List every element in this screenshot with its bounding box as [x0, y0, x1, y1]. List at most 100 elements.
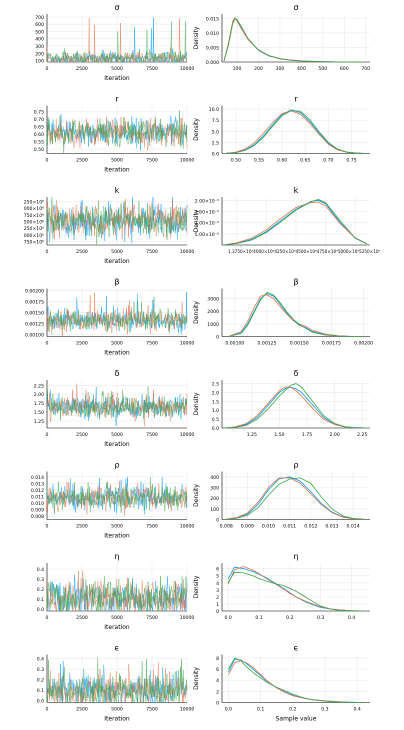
panel-title: η [114, 552, 119, 561]
x-axis-label: Iteration [104, 624, 130, 631]
y-axis-label: Density [193, 575, 200, 598]
x-tick-label: 600 [340, 66, 349, 72]
y-tick-label: 7.5 [212, 118, 219, 124]
y-axis-label: Density [193, 209, 200, 232]
x-tick-label: 0.2 [286, 615, 293, 621]
y-tick-label: 0.008 [31, 514, 44, 520]
x-tick-label: 2500 [76, 524, 88, 530]
x-tick-label: 5000 [111, 249, 123, 255]
x-tick-label: 0.00200 [354, 341, 373, 347]
panel-title: σ [293, 3, 298, 12]
trace-series-3 [46, 196, 188, 246]
panel-title: σ [114, 3, 119, 12]
trace-series-2 [46, 383, 188, 427]
y-tick-label: 0.0 [37, 698, 44, 704]
trace-series-3 [46, 21, 188, 63]
panel-title: δ [294, 369, 299, 378]
y-tick-label: 300 [35, 44, 44, 50]
y-tick-label: 0 [216, 701, 219, 707]
panel-density-4: β 0 1000 2000 3000 0.00100 0.00125 0.00150 0.001… [193, 278, 373, 347]
panel-title: η [293, 552, 298, 561]
y-tick-label: 750×10⁶ [24, 213, 44, 219]
x-tick-label: 2.00 [330, 432, 340, 438]
y-tick-label: 500 [35, 29, 44, 35]
x-tick-label: 0 [46, 707, 49, 713]
trace-series-3 [46, 296, 188, 334]
x-tick-label: 2500 [76, 66, 88, 72]
trace-series-3 [46, 657, 188, 703]
density-series-3 [226, 109, 366, 154]
x-tick-label: 2500 [76, 341, 88, 347]
panel-trace-3: k750×10⁶000×10⁶250×10⁶500×10⁶750×10⁶000×… [24, 186, 195, 265]
y-tick-label: 1 [216, 602, 219, 608]
x-tick-label: 7500 [146, 615, 158, 621]
x-tick-label: 10000 [180, 66, 195, 72]
y-tick-label: 1.50 [34, 410, 44, 416]
x-axis-label: Iteration [104, 716, 130, 723]
x-tick-label: 400 [297, 66, 306, 72]
x-tick-label: 0.010 [262, 524, 275, 530]
density-series-2 [224, 201, 368, 246]
y-tick-label: 0.00100 [25, 332, 44, 338]
panel-density-5: δ 0.0 0.5 1.0 1.5 2.0 2.5 1.25 1.50 1.75 2.00 2.25 D… [193, 369, 370, 438]
x-tick-label: 2500 [76, 432, 88, 438]
y-tick-label: 0.65 [34, 125, 44, 131]
x-tick-label: 300 [276, 66, 285, 72]
panel-title: k [294, 186, 299, 195]
x-axis-label: Iteration [104, 441, 130, 448]
x-tick-label: 0.009 [241, 524, 254, 530]
y-tick-label: 1.75 [34, 401, 44, 407]
y-tick-label: 3 [216, 588, 219, 594]
y-tick-label: 0.50 [34, 147, 44, 153]
x-tick-label: 2.25 [357, 432, 367, 438]
x-tick-label: 700 [361, 66, 370, 72]
x-tick-label: 0.75 [346, 158, 356, 164]
y-tick-label: 0.4 [37, 567, 44, 573]
x-tick-label: 10000 [180, 249, 195, 255]
x-tick-label: 1.50 [274, 432, 284, 438]
panel-density-2: r 0.0 2.5 5.0 7.5 10.0 0.50 0.55 0.60 0.65 0.70 0.7… [193, 95, 370, 164]
x-tick-label: 2500 [76, 707, 88, 713]
y-tick-label: 400 [35, 37, 44, 43]
x-tick-label: 0.00175 [322, 341, 341, 347]
panel-density-6: ρ 0 100 200 300 400 0.008 0.009 0.010 0.011 0.012 0… [193, 461, 370, 530]
x-tick-label: 0.00150 [290, 341, 309, 347]
y-tick-label: 0.000 [206, 60, 219, 66]
x-tick-label: 0.65 [300, 158, 310, 164]
y-axis-label: Density [193, 118, 200, 141]
y-tick-label: 1.5 [212, 399, 219, 405]
density-series-1 [224, 386, 368, 429]
x-tick-label: 10000 [180, 341, 195, 347]
y-tick-label: 250×10⁶ [24, 226, 44, 232]
y-tick-label: 0.4 [37, 657, 44, 663]
y-tick-label: 300 [210, 486, 219, 492]
density-series-2 [224, 386, 368, 429]
x-tick-label: 5000 [111, 341, 123, 347]
y-tick-label: 0.009 [31, 508, 44, 514]
y-tick-label: 2.5 [212, 382, 219, 388]
y-tick-label: 0.0 [37, 607, 44, 613]
y-tick-label: 0.2 [37, 587, 44, 593]
y-tick-label: 750×10⁶ [24, 240, 44, 246]
x-tick-label: 0.3 [317, 615, 324, 621]
x-tick-label: 7500 [146, 249, 158, 255]
x-tick-label: 5000 [111, 707, 123, 713]
y-tick-label: 4 [216, 678, 219, 684]
y-tick-label: 200 [210, 496, 219, 502]
x-tick-label: 0.50 [231, 158, 241, 164]
density-series-2 [228, 294, 364, 337]
y-tick-label: 5.0 [212, 129, 219, 135]
y-tick-label: 0 [216, 335, 219, 341]
panel-density-8: ϵ 0 2 4 6 8 0.0 0.1 0.2 0.3 0.4 Sample value Density [193, 644, 370, 723]
y-tick-label: 0.75 [34, 110, 44, 116]
y-axis-label: Density [193, 301, 200, 324]
panel-title: δ [115, 369, 120, 378]
y-tick-label: 2 [216, 689, 219, 695]
density-series-3 [224, 383, 368, 429]
y-tick-label: 1.50×10⁻⁵ [195, 210, 219, 216]
density-series-1 [227, 566, 364, 612]
x-tick-label: 10000 [180, 432, 195, 438]
